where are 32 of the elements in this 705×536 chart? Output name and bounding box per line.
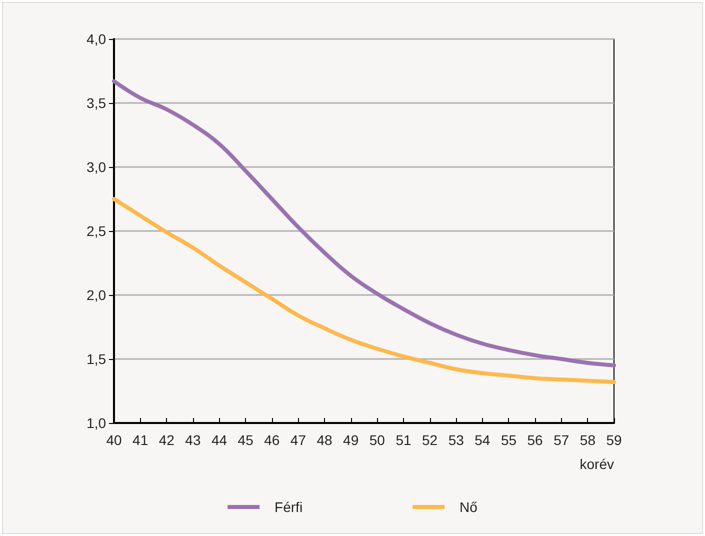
- x-tick-label: 57: [554, 432, 570, 448]
- x-tick-label: 55: [500, 432, 517, 448]
- legend-label: Férfi: [274, 499, 303, 515]
- y-tick-label: 3,0: [86, 159, 106, 175]
- y-tick-label: 1,0: [86, 415, 106, 431]
- x-tick-label: 43: [185, 432, 201, 448]
- line-series: [112, 79, 616, 368]
- x-tick-label: 40: [106, 432, 122, 448]
- y-tick-label: 3,5: [86, 95, 106, 111]
- x-tick-label: 44: [211, 432, 228, 448]
- x-axis-title: korév: [580, 456, 614, 472]
- x-tick-label: 58: [580, 432, 596, 448]
- line-series: [112, 197, 616, 384]
- x-tick-label: 46: [264, 432, 280, 448]
- x-tick-label: 56: [527, 432, 544, 448]
- y-tick-label: 2,5: [86, 223, 106, 239]
- x-tick-label: 41: [132, 432, 148, 448]
- x-tick-label: 54: [474, 432, 490, 448]
- legend-label: Nő: [460, 499, 478, 515]
- x-tick-label: 49: [343, 432, 359, 448]
- x-tick-label: 47: [290, 432, 306, 448]
- x-tick-label: 53: [448, 432, 464, 448]
- x-tick-label: 50: [369, 432, 386, 448]
- y-tick-label: 2,0: [86, 287, 106, 303]
- y-tick-label: 4,0: [86, 31, 106, 47]
- x-tick-label: 45: [238, 432, 254, 448]
- y-tick-label: 1,5: [86, 351, 106, 367]
- x-tick-label: 51: [396, 432, 412, 448]
- x-tick-label: 48: [316, 432, 333, 448]
- x-tick-label: 59: [606, 432, 622, 448]
- x-tick-label: 42: [158, 432, 175, 448]
- x-tick-label: 52: [422, 432, 438, 448]
